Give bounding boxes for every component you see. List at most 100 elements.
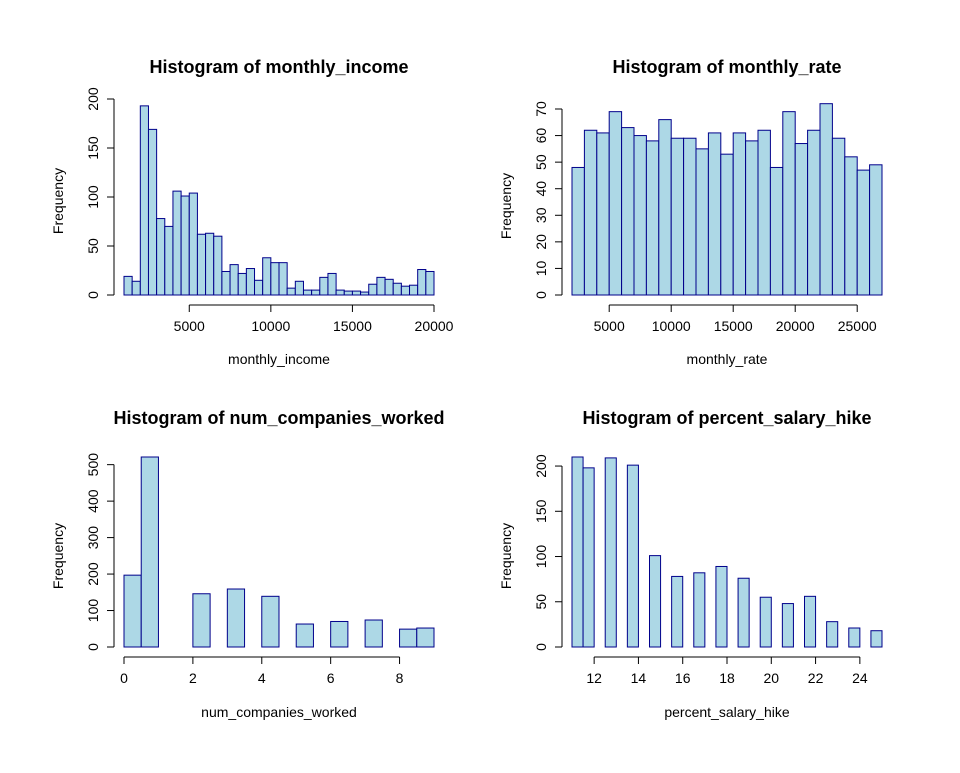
x-tick-label: 6	[327, 670, 335, 686]
histogram-bar	[295, 623, 314, 648]
histogram-bar	[368, 283, 378, 296]
histogram-bar	[582, 467, 595, 648]
histogram-bar	[302, 289, 313, 296]
histogram-bar	[844, 156, 858, 296]
y-tick-label: 100	[85, 599, 101, 623]
y-tick-label: 100	[533, 545, 549, 569]
histogram-bar	[330, 620, 349, 648]
x-tick-label: 25000	[838, 318, 877, 334]
x-tick-label: 22	[808, 670, 824, 686]
chart-panel-2: Histogram of monthly_rate 5000 10000 15000 2…	[498, 57, 883, 367]
y-tick-label: 60	[533, 128, 549, 144]
histogram-bar	[658, 119, 672, 296]
histogram-bar	[156, 218, 166, 296]
x-tick-label: 20000	[776, 318, 815, 334]
histogram-bar	[409, 284, 419, 296]
histogram-bar	[140, 456, 159, 648]
histogram-bar	[720, 153, 734, 296]
histogram-bar	[417, 269, 427, 296]
x-axis-label: monthly_rate	[687, 351, 768, 367]
histogram-bar	[188, 192, 198, 296]
histogram-bar	[311, 289, 321, 296]
histogram-bar	[319, 276, 329, 296]
histogram-bar	[364, 619, 383, 648]
histogram-bar	[139, 105, 149, 296]
x-tick-label: 20000	[415, 318, 454, 334]
histogram-bar	[671, 575, 684, 648]
histogram-bar	[262, 257, 272, 296]
histogram-bar	[769, 166, 784, 296]
y-tick-label: 0	[533, 291, 549, 299]
histogram-bar	[131, 280, 141, 296]
histogram-bar	[848, 627, 861, 648]
histogram-bar	[732, 132, 747, 296]
y-tick-label: 0	[85, 643, 101, 651]
histogram-bar	[745, 140, 759, 296]
histogram-bar	[123, 275, 133, 296]
histogram-bar	[670, 137, 685, 296]
histogram-bar	[192, 593, 211, 648]
x-tick-label: 2	[189, 670, 197, 686]
chart-panel-3: Histogram of num_companies_worked 0 2 4 6 8 0 1…	[50, 408, 445, 720]
chart-panel-4: Histogram of percent_salary_hike 12 14 16 18…	[498, 408, 883, 720]
x-tick-label: 15000	[714, 318, 753, 334]
y-tick-label: 500	[85, 453, 101, 477]
y-tick-label: 150	[85, 136, 101, 160]
x-tick-label: 14	[631, 670, 647, 686]
y-axis-label: Frequency	[50, 523, 66, 589]
x-tick-label: 16	[675, 670, 691, 686]
histogram-bar	[856, 169, 871, 296]
y-axis-label: Frequency	[498, 523, 514, 589]
histogram-bar	[645, 140, 660, 296]
histogram-bar	[626, 464, 639, 648]
histogram-bar	[683, 137, 697, 296]
histogram-bar	[804, 595, 817, 648]
chart-title: Histogram of monthly_income	[149, 57, 408, 77]
histogram-bar	[123, 574, 142, 648]
x-axis-label: percent_salary_hike	[664, 704, 790, 720]
x-tick-label: 12	[586, 670, 602, 686]
y-tick-label: 70	[533, 101, 549, 117]
histogram-bar	[376, 276, 386, 296]
x-tick-label: 20	[763, 670, 779, 686]
histogram-bar	[335, 289, 345, 296]
histogram-bar	[237, 272, 247, 296]
chart-title: Histogram of monthly_rate	[612, 57, 841, 77]
histogram-bar	[759, 596, 772, 648]
y-tick-label: 200	[85, 562, 101, 586]
chart-title: Histogram of percent_salary_hike	[582, 408, 871, 428]
histogram-bar	[400, 285, 411, 296]
histogram-bar	[781, 603, 794, 648]
histogram-bar	[695, 148, 709, 296]
histogram-bar	[196, 233, 207, 296]
histogram-bar	[278, 262, 288, 296]
y-tick-label: 150	[533, 499, 549, 523]
y-tick-label: 200	[85, 87, 101, 111]
histogram-bar	[583, 129, 598, 296]
y-tick-label: 400	[85, 489, 101, 513]
histogram-bar	[384, 278, 394, 296]
y-tick-label: 10	[533, 260, 549, 276]
histogram-bar	[261, 595, 280, 648]
y-tick-label: 50	[85, 238, 101, 254]
histogram-bar	[794, 143, 809, 296]
y-tick-label: 20	[533, 234, 549, 250]
histogram-bar	[226, 588, 246, 648]
y-tick-label: 200	[533, 454, 549, 478]
y-tick-label: 30	[533, 207, 549, 223]
y-axis-label: Frequency	[498, 173, 514, 239]
histogram-bar	[213, 235, 223, 296]
y-tick-label: 0	[85, 291, 101, 299]
histogram-bar	[693, 572, 706, 648]
histogram-bar	[229, 264, 239, 296]
y-tick-label: 50	[533, 594, 549, 610]
histogram-bar	[343, 290, 353, 296]
x-tick-label: 10000	[251, 318, 290, 334]
y-tick-label: 100	[85, 185, 101, 209]
histogram-bar	[205, 232, 215, 296]
x-tick-label: 5000	[594, 318, 625, 334]
histogram-bar	[571, 456, 584, 648]
histogram-bar	[286, 287, 296, 296]
histogram-bar	[757, 129, 771, 296]
histogram-bar	[737, 577, 750, 648]
